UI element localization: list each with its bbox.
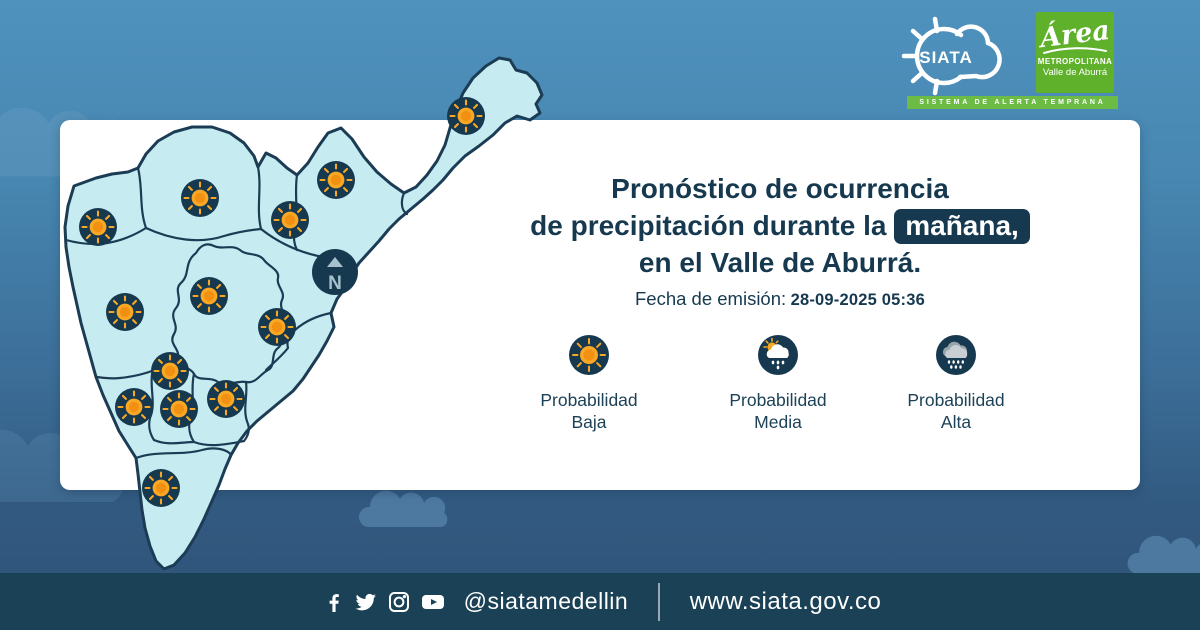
- legend-item-media: Probabilidad Media: [693, 334, 863, 433]
- website-link[interactable]: www.siata.gov.co: [689, 587, 882, 615]
- sun-marker: [190, 277, 228, 315]
- cloud-bottom-right: [1127, 535, 1200, 574]
- emission-value: 28-09-2025 05:36: [790, 291, 925, 309]
- sun-marker: [142, 469, 180, 507]
- footer-bar: @siatamedellin www.siata.gov.co: [0, 573, 1200, 630]
- compass-arrow-icon: [327, 257, 343, 267]
- amva-line2: Valle de Aburrá: [1042, 67, 1108, 78]
- sun-marker: [207, 380, 245, 418]
- sun-marker: [106, 293, 144, 331]
- sun-marker: [151, 352, 189, 390]
- siata-logo: SIATA: [901, 16, 1002, 96]
- valley-outline: [63, 56, 544, 571]
- emission-label: Fecha de emisión:: [634, 288, 787, 309]
- sun-marker: [317, 161, 355, 199]
- compass-label: N: [328, 273, 342, 294]
- cloud-outline: [954, 24, 991, 46]
- cloud-outline: [914, 26, 964, 86]
- sun-icon: [569, 335, 609, 375]
- twitter-icon[interactable]: [352, 590, 378, 614]
- map-markers: [79, 97, 485, 507]
- sun-ray: [910, 70, 925, 84]
- social-handle[interactable]: @siatamedellin: [463, 588, 629, 614]
- cloud-below-card: [358, 490, 448, 527]
- title-line1: Pronóstico de ocurrencia: [611, 173, 949, 204]
- youtube-icon[interactable]: [420, 590, 446, 614]
- social-icons: [319, 590, 446, 614]
- facebook-icon[interactable]: [319, 590, 343, 614]
- sun-marker: [79, 208, 117, 246]
- sun-marker: [271, 201, 309, 239]
- sun-marker: [115, 388, 153, 426]
- amva-underline-flourish: [1043, 47, 1107, 54]
- forecast-title: Pronóstico de ocurrencia de precipitació…: [470, 170, 1090, 281]
- legend-item-baja: Probabilidad Baja: [504, 334, 674, 433]
- sun-marker: [258, 308, 296, 346]
- amva-line1: METROPOLITANA: [1037, 57, 1113, 66]
- sun-cloud-rain-icon: [758, 335, 798, 375]
- sun-marker: [160, 390, 198, 428]
- title-line2-prefix: de precipitación durante la: [530, 210, 887, 241]
- amva-logo: Área METROPOLITANA Valle de Aburrá: [1036, 12, 1114, 93]
- footer-divider: [658, 582, 660, 621]
- legend-item-alta: Probabilidad Alta: [871, 334, 1041, 433]
- title-line2: de precipitación durante la mañana,: [470, 207, 1090, 244]
- emission-row: Fecha de emisión: 28-09-2025 05:36: [470, 288, 1090, 310]
- legend-level: Alta: [940, 412, 972, 432]
- cloud-rain-icon: [936, 335, 976, 375]
- sun-marker: [181, 179, 219, 217]
- legend-label: Probabilidad: [729, 390, 827, 410]
- alert-banner: SISTEMA DE ALERTA TEMPRANA: [907, 96, 1118, 109]
- cloud-outline: [957, 40, 1002, 80]
- siata-logo-text: SIATA: [919, 48, 972, 67]
- legend-level: Media: [754, 412, 802, 432]
- legend-label: Probabilidad: [907, 390, 1005, 410]
- sun-ray: [910, 28, 925, 42]
- legend-label: Probabilidad: [540, 390, 638, 410]
- title-line3: en el Valle de Aburrá.: [638, 247, 922, 278]
- sun-marker: [447, 97, 485, 135]
- title-highlight: mañana,: [894, 209, 1030, 244]
- compass: N: [312, 249, 358, 295]
- legend-level: Baja: [571, 412, 607, 432]
- instagram-icon[interactable]: [387, 590, 411, 614]
